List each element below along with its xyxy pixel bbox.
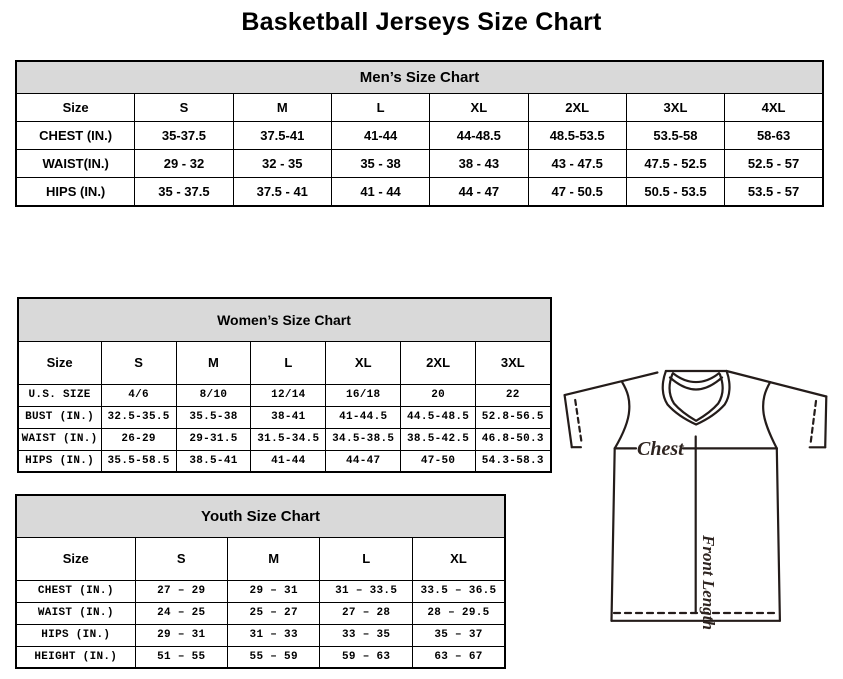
svg-text:Chest: Chest — [637, 438, 685, 460]
svg-text:Front Length: Front Length — [699, 534, 718, 630]
